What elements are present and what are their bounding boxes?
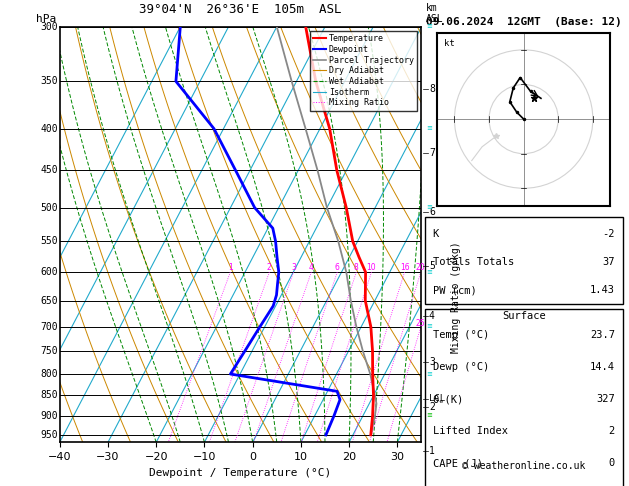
Text: hPa: hPa — [36, 14, 57, 24]
Text: ≡: ≡ — [426, 413, 431, 419]
Text: Surface: Surface — [502, 311, 545, 321]
Text: 3: 3 — [429, 357, 435, 367]
Text: 23.7: 23.7 — [590, 330, 615, 340]
Text: 25: 25 — [416, 319, 425, 328]
Text: 6: 6 — [335, 263, 340, 272]
Text: ≡: ≡ — [426, 205, 431, 210]
Text: Temp (°C): Temp (°C) — [433, 330, 489, 340]
Bar — [425, 217, 623, 304]
Text: 1.43: 1.43 — [590, 285, 615, 295]
Text: 2: 2 — [267, 263, 272, 272]
Text: 8: 8 — [429, 84, 435, 94]
Text: ≡: ≡ — [426, 125, 431, 132]
Text: Lifted Index: Lifted Index — [433, 426, 508, 436]
Text: LCL: LCL — [429, 394, 445, 403]
Text: 450: 450 — [40, 165, 58, 175]
Text: 1: 1 — [228, 263, 233, 272]
Text: ≡: ≡ — [426, 24, 431, 30]
Text: Mixing Ratio (g/kg): Mixing Ratio (g/kg) — [451, 241, 461, 353]
Text: 750: 750 — [40, 346, 58, 356]
Text: 7: 7 — [429, 148, 435, 157]
Text: 37: 37 — [603, 257, 615, 267]
Text: CAPE (J): CAPE (J) — [433, 458, 482, 468]
Text: 0: 0 — [608, 458, 615, 468]
Text: 500: 500 — [40, 203, 58, 212]
Text: 1: 1 — [429, 446, 435, 455]
Text: 350: 350 — [40, 76, 58, 87]
Text: 16: 16 — [400, 263, 409, 272]
Text: 09.06.2024  12GMT  (Base: 12): 09.06.2024 12GMT (Base: 12) — [426, 17, 621, 27]
Text: ≡: ≡ — [426, 371, 431, 377]
Text: 950: 950 — [40, 430, 58, 440]
Text: © weatheronline.co.uk: © weatheronline.co.uk — [462, 461, 586, 470]
Text: 4: 4 — [309, 263, 314, 272]
Text: 4: 4 — [429, 312, 435, 321]
Text: 3: 3 — [291, 263, 296, 272]
Text: PW (cm): PW (cm) — [433, 285, 476, 295]
Text: 2: 2 — [429, 402, 435, 412]
Text: 20: 20 — [416, 263, 426, 272]
Text: K: K — [433, 229, 439, 239]
Text: 10: 10 — [367, 263, 376, 272]
Text: 900: 900 — [40, 411, 58, 421]
Text: 300: 300 — [40, 22, 58, 32]
X-axis label: Dewpoint / Temperature (°C): Dewpoint / Temperature (°C) — [150, 468, 331, 478]
Text: 327: 327 — [596, 394, 615, 404]
Text: Dewp (°C): Dewp (°C) — [433, 362, 489, 372]
Text: 650: 650 — [40, 295, 58, 306]
Text: km
ASL: km ASL — [426, 3, 443, 24]
Text: 6: 6 — [429, 207, 435, 217]
Text: 5: 5 — [429, 261, 435, 271]
Text: 550: 550 — [40, 236, 58, 246]
Text: ≡: ≡ — [426, 269, 431, 275]
Text: 800: 800 — [40, 369, 58, 379]
Text: θₑ(K): θₑ(K) — [433, 394, 464, 404]
Legend: Temperature, Dewpoint, Parcel Trajectory, Dry Adiabat, Wet Adiabat, Isotherm, Mi: Temperature, Dewpoint, Parcel Trajectory… — [309, 31, 417, 110]
Text: Totals Totals: Totals Totals — [433, 257, 514, 267]
Text: ≡: ≡ — [426, 324, 431, 330]
Text: 400: 400 — [40, 123, 58, 134]
Text: kt: kt — [444, 39, 455, 49]
Text: 14.4: 14.4 — [590, 362, 615, 372]
Text: 850: 850 — [40, 390, 58, 400]
Text: 700: 700 — [40, 322, 58, 332]
Text: 8: 8 — [354, 263, 359, 272]
Text: 2: 2 — [608, 426, 615, 436]
Text: -2: -2 — [603, 229, 615, 239]
Text: 600: 600 — [40, 267, 58, 277]
Text: 39°04'N  26°36'E  105m  ASL: 39°04'N 26°36'E 105m ASL — [140, 3, 342, 16]
Bar — [425, 309, 623, 486]
